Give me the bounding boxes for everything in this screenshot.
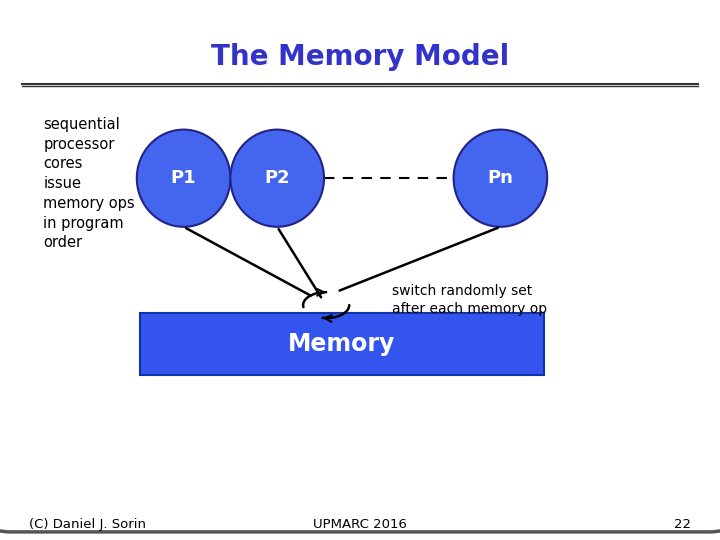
Ellipse shape — [230, 130, 324, 227]
Text: switch randomly set
after each memory op: switch randomly set after each memory op — [392, 284, 547, 316]
Bar — [140, 313, 544, 375]
Text: UPMARC 2016: UPMARC 2016 — [313, 518, 407, 531]
Ellipse shape — [454, 130, 547, 227]
Ellipse shape — [137, 130, 230, 227]
Text: P1: P1 — [171, 169, 197, 187]
Text: Pn: Pn — [487, 169, 513, 187]
Text: Memory: Memory — [288, 332, 396, 356]
Text: sequential
processor
cores
issue
memory ops
in program
order: sequential processor cores issue memory … — [43, 117, 135, 251]
Text: P2: P2 — [264, 169, 290, 187]
Text: (C) Daniel J. Sorin: (C) Daniel J. Sorin — [29, 518, 145, 531]
Text: The Memory Model: The Memory Model — [211, 43, 509, 71]
Text: 22: 22 — [674, 518, 691, 531]
